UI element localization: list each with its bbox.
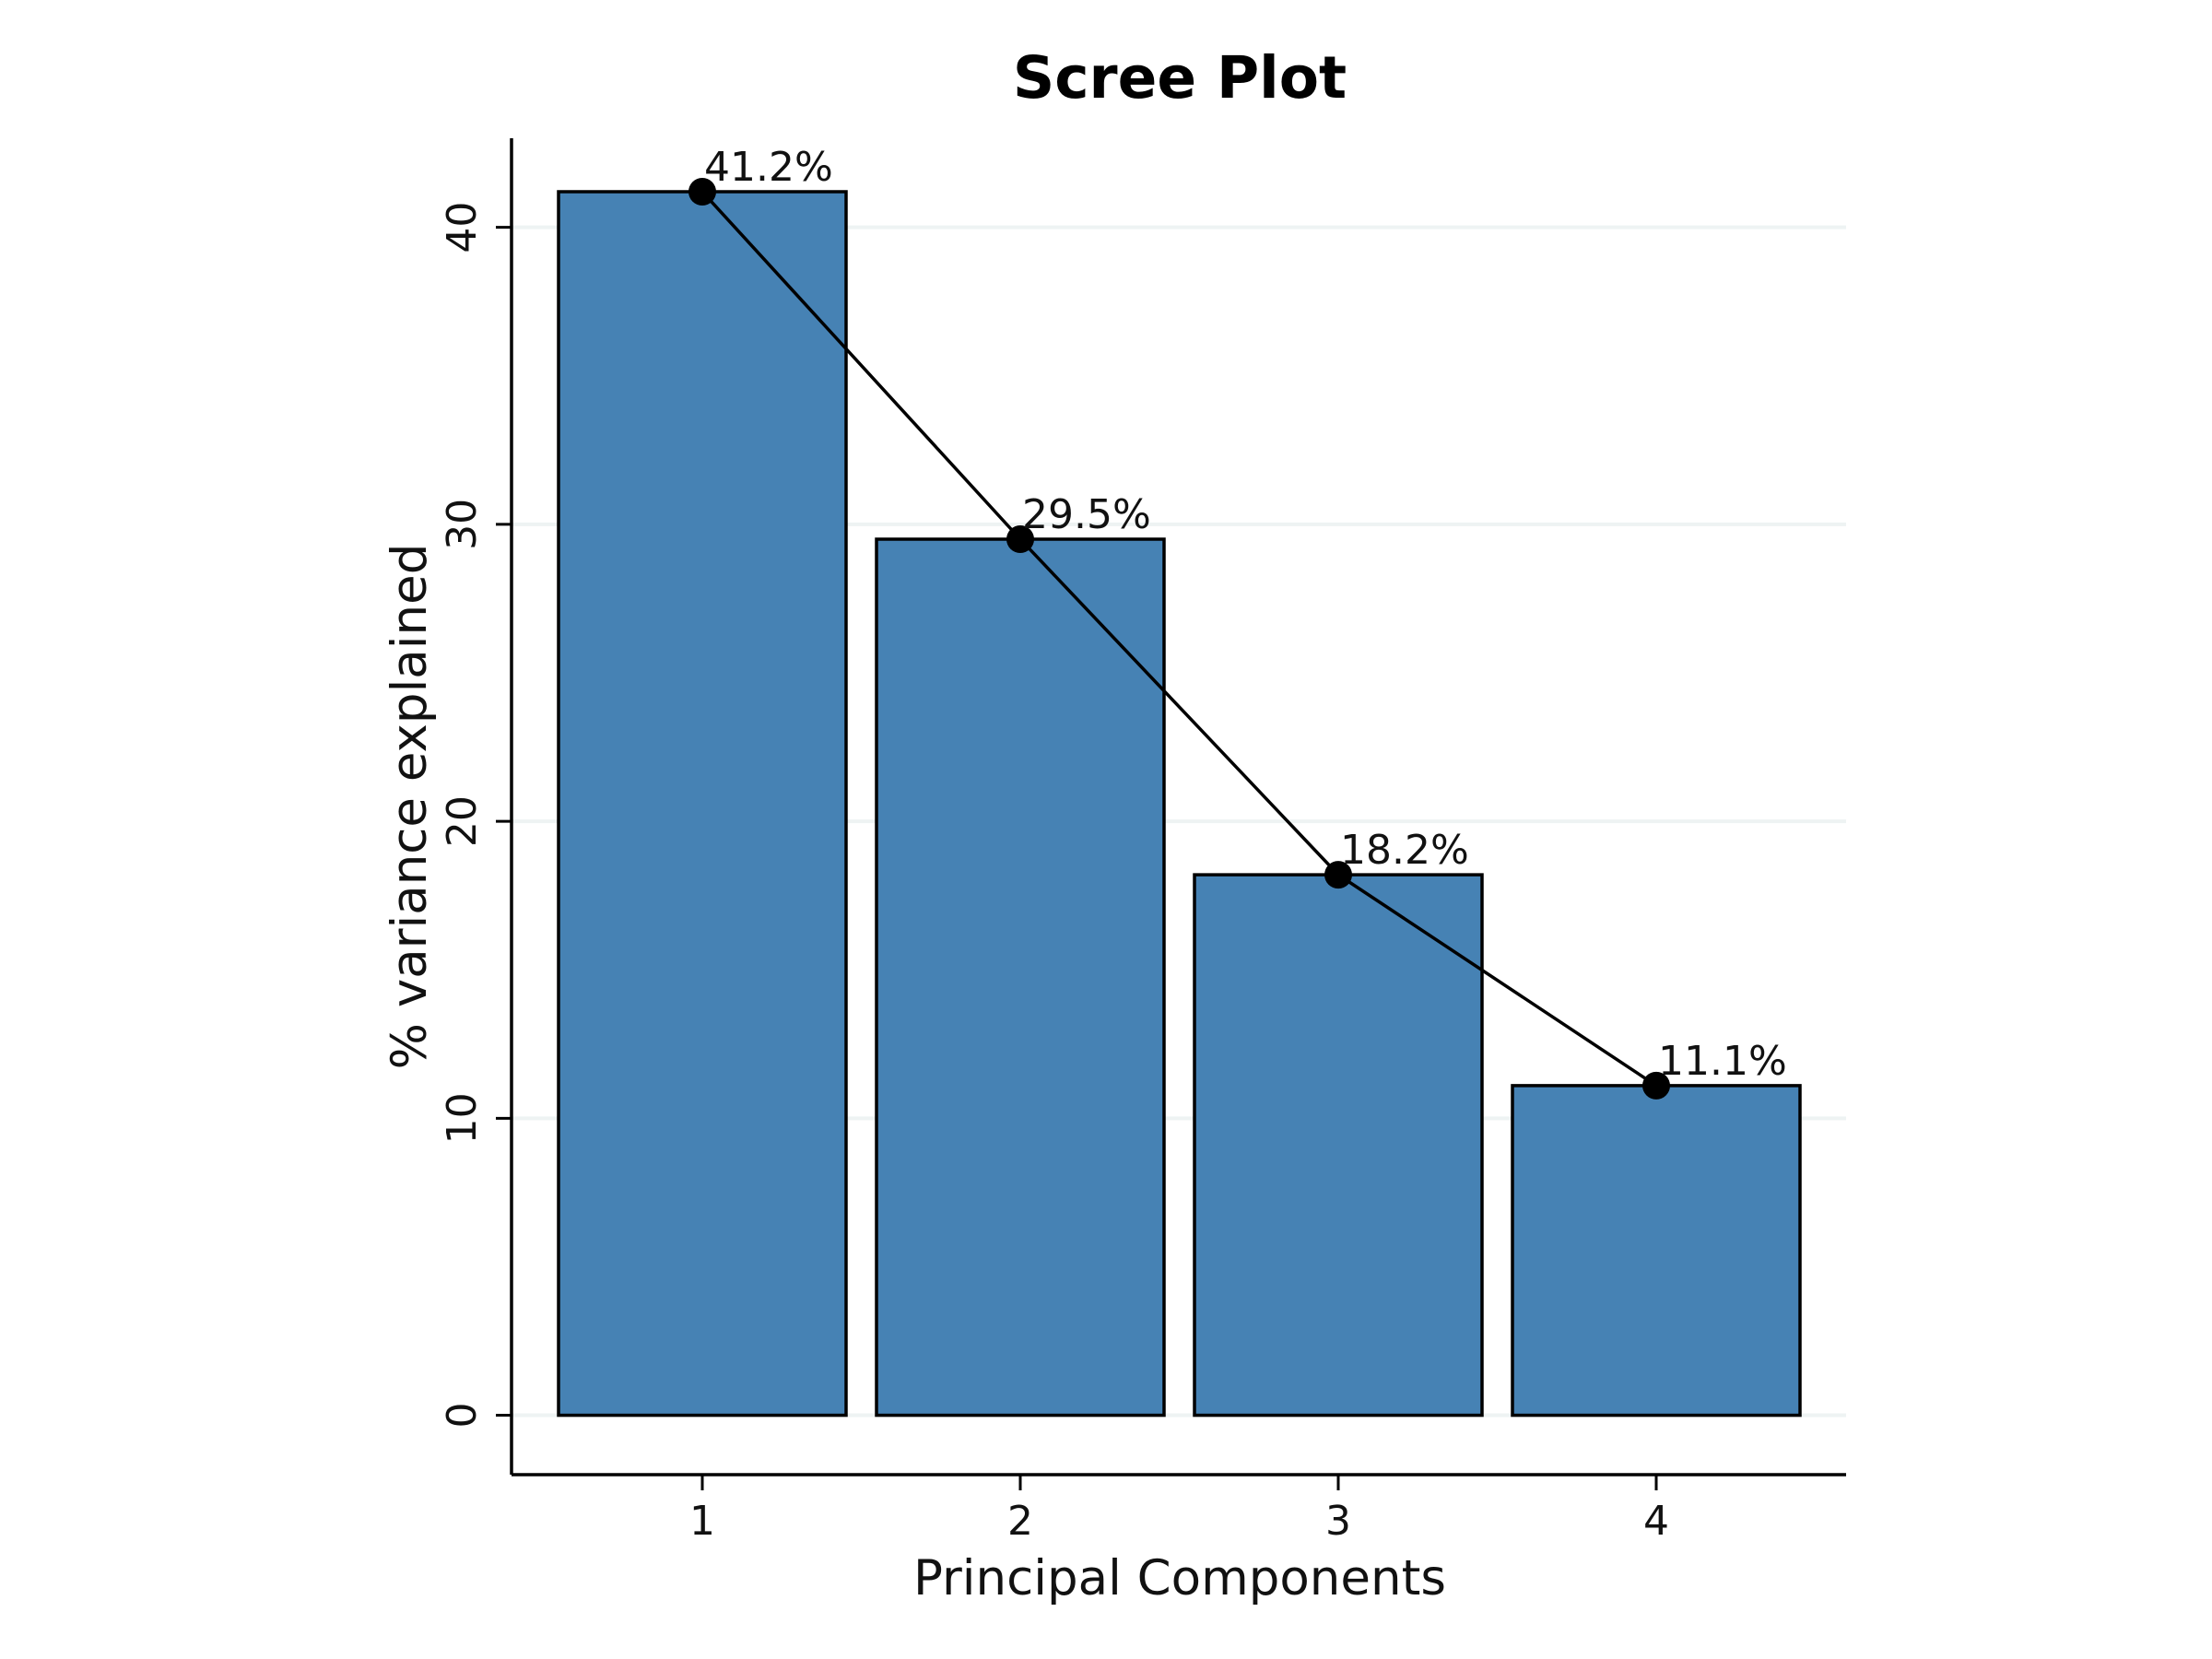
y-axis-label: % variance explained: [382, 544, 438, 1070]
y-tick-label-10: 10: [439, 1092, 486, 1144]
bar-pc-1: [557, 190, 848, 1418]
marker-pc-3: [1324, 861, 1352, 889]
marker-pc-2: [1006, 525, 1034, 553]
y-tick-label-20: 20: [439, 795, 486, 847]
x-axis-label: Principal Components: [913, 1550, 1446, 1606]
axes: [496, 138, 1846, 1490]
marker-pc-1: [688, 178, 716, 206]
markers: [688, 178, 1670, 1100]
chart-title: Scree Plot: [1013, 44, 1347, 112]
bar-pc-4: [1511, 1084, 1802, 1418]
scree-line-path: [700, 190, 1657, 1088]
tick-labels: 0 10 20 30 40 1 2 3 4: [439, 202, 1669, 1545]
y-tick-label-40: 40: [439, 202, 486, 253]
data-label-pc-2: 29.5%: [1022, 491, 1151, 538]
data-label-pc-4: 11.1%: [1658, 1038, 1787, 1085]
x-tick-label-3: 3: [1325, 1498, 1351, 1545]
bar-pc-2: [875, 537, 1166, 1418]
x-tick-label-2: 2: [1007, 1498, 1033, 1545]
data-labels: 41.2% 29.5% 18.2% 11.1%: [704, 144, 1787, 1085]
marker-pc-4: [1642, 1071, 1670, 1100]
scree-line: [700, 190, 1657, 1088]
data-label-pc-1: 41.2%: [704, 144, 833, 191]
data-label-pc-3: 18.2%: [1340, 827, 1469, 874]
y-tick-label-0: 0: [439, 1403, 486, 1429]
bar-pc-3: [1193, 873, 1484, 1418]
y-tick-label-30: 30: [439, 499, 486, 550]
x-tick-label-1: 1: [689, 1498, 715, 1545]
bars: [557, 190, 1802, 1418]
x-tick-label-4: 4: [1643, 1498, 1669, 1545]
